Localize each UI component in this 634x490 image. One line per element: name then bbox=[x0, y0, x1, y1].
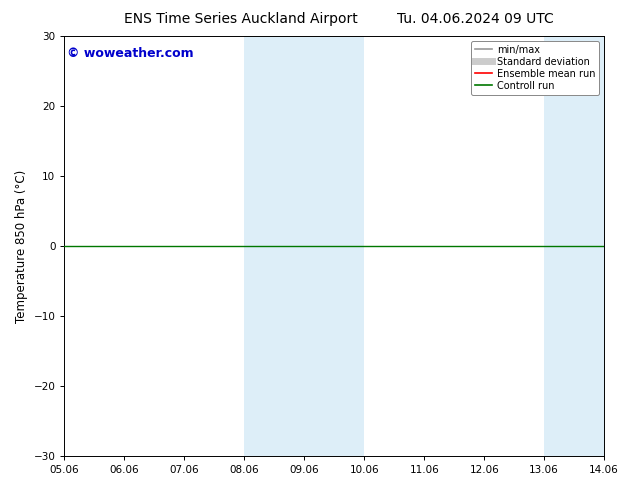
Bar bbox=[304, 36, 365, 456]
Bar bbox=[244, 36, 304, 456]
Text: ENS Time Series Auckland Airport: ENS Time Series Auckland Airport bbox=[124, 12, 358, 26]
Text: © woweather.com: © woweather.com bbox=[67, 47, 194, 60]
Y-axis label: Temperature 850 hPa (°C): Temperature 850 hPa (°C) bbox=[15, 170, 28, 323]
Text: Tu. 04.06.2024 09 UTC: Tu. 04.06.2024 09 UTC bbox=[397, 12, 554, 26]
Bar bbox=[544, 36, 604, 456]
Legend: min/max, Standard deviation, Ensemble mean run, Controll run: min/max, Standard deviation, Ensemble me… bbox=[470, 41, 599, 95]
